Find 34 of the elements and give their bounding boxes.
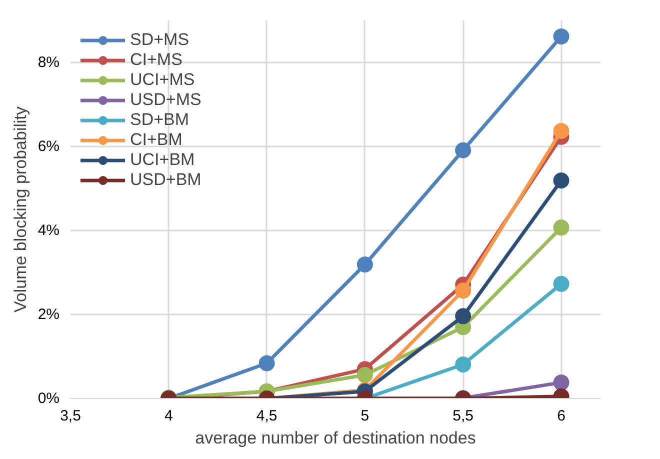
legend-label: CI+MS — [130, 50, 182, 70]
y-tick-label: 2% — [38, 306, 60, 323]
point — [553, 172, 570, 189]
y-tick-label: 8% — [38, 54, 60, 71]
x-tick-label: 5 — [360, 408, 370, 424]
point — [455, 308, 472, 324]
x-tick-label: 4 — [164, 408, 173, 424]
x-axis-title: average number of destination nodes — [195, 428, 476, 448]
point — [553, 28, 570, 44]
point — [455, 356, 472, 372]
y-axis-title: Volume blocking probability — [10, 106, 30, 313]
point — [455, 282, 472, 299]
point — [553, 122, 570, 139]
legend-label: UCI+MS — [130, 70, 195, 90]
y-tick-label: 6% — [38, 138, 60, 155]
point — [553, 374, 570, 391]
point — [553, 220, 570, 236]
legend-label: SD+BM — [130, 110, 190, 130]
x-tick-label: 4,5 — [256, 408, 278, 424]
legend-label: CI+BM — [130, 130, 182, 150]
point — [455, 142, 472, 158]
point — [356, 256, 373, 273]
point — [553, 276, 570, 292]
x-tick-label: 6 — [557, 408, 566, 424]
legend-label: UCI+BM — [130, 150, 195, 170]
legend-label: USD+MS — [130, 90, 202, 110]
point — [356, 366, 373, 383]
legend-label: USD+BM — [130, 170, 202, 190]
x-tick-label: 5,5 — [452, 408, 474, 424]
x-tick-label: 3,5 — [60, 408, 81, 424]
legend-label: SD+MS — [130, 30, 190, 50]
point — [258, 355, 275, 372]
y-tick-label: 4% — [38, 222, 60, 239]
y-tick-label: 0% — [38, 390, 60, 407]
